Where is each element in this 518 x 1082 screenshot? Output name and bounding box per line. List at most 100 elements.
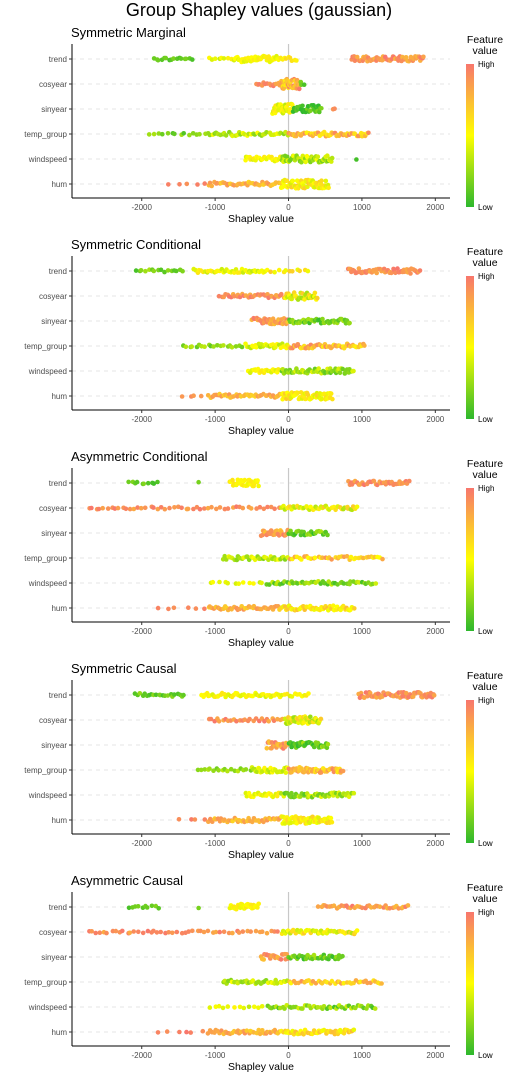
shapley-point (329, 978, 335, 984)
shapley-point (366, 130, 371, 136)
x-tick-label: 0 (286, 203, 291, 212)
y-tick-label: windspeed (28, 1003, 67, 1012)
shapley-point (155, 1030, 161, 1035)
legend-colorbar (466, 64, 474, 207)
shapley-point (325, 741, 331, 747)
shapley-point (256, 901, 262, 907)
shapley-point (295, 390, 301, 396)
shapley-point (264, 267, 270, 273)
shapley-point (380, 556, 385, 562)
shapley-point (328, 391, 334, 396)
shapley-point (354, 504, 360, 510)
shapley-point (172, 131, 177, 137)
shapley-point (217, 505, 223, 510)
x-axis-label: Shapley value (228, 425, 294, 437)
shapley-point (341, 581, 347, 586)
shapley-point (268, 504, 274, 510)
shapley-point (348, 579, 353, 584)
y-tick-label: temp_group (24, 978, 67, 987)
x-tick-label: 1000 (353, 627, 371, 636)
shapley-point (341, 1031, 347, 1036)
y-tick-label: hum (51, 392, 67, 401)
shapley-point (250, 819, 255, 825)
shapley-point (177, 1029, 182, 1035)
shapley-point (151, 268, 157, 274)
shapley-point (156, 906, 161, 911)
shapley-point (259, 1004, 265, 1009)
shapley-point (253, 928, 259, 934)
shapley-point (329, 159, 334, 164)
shapley-point (230, 930, 235, 936)
shapley-point (297, 86, 302, 92)
shapley-point (315, 904, 321, 909)
shapley-point (219, 1028, 224, 1033)
shapley-point (264, 746, 270, 751)
shapley-point (133, 268, 139, 273)
shapley-point (177, 182, 182, 187)
shapley-point (256, 483, 261, 489)
shapley-point (408, 271, 413, 276)
shapley-point (318, 716, 324, 722)
shapley-point (195, 182, 200, 187)
y-tick-label: sinyear (41, 317, 67, 326)
shapley-point (257, 1031, 263, 1037)
shapley-point (301, 82, 307, 87)
shapley-point (196, 479, 201, 485)
shapley-point (115, 505, 121, 511)
shapley-point (205, 505, 211, 511)
shapley-point (248, 506, 254, 511)
shapley-point (240, 929, 246, 934)
shapley-point (202, 606, 207, 612)
shapley-point (135, 505, 140, 510)
shapley-point (225, 768, 230, 774)
shapley-point (344, 554, 350, 559)
shapley-point (217, 579, 222, 585)
x-tick-label: 2000 (426, 415, 444, 424)
shapley-point (256, 766, 262, 771)
shapley-point (351, 368, 356, 374)
legend-high-label: High (478, 60, 494, 69)
shapley-point (171, 605, 177, 611)
shapley-point (104, 930, 109, 936)
shapley-point (374, 270, 380, 276)
shapley-point (337, 370, 343, 376)
shapley-point (250, 693, 255, 699)
shapley-point (192, 817, 198, 822)
shapley-point (410, 694, 416, 699)
x-tick-label: 2000 (426, 203, 444, 212)
shapley-point (377, 904, 383, 909)
shapley-point (120, 928, 125, 934)
shapley-point (261, 957, 267, 962)
shapley-point (176, 817, 182, 822)
shapley-point (317, 109, 322, 115)
x-tick-label: -2000 (131, 203, 152, 212)
x-tick-label: -1000 (205, 415, 226, 424)
y-tick-label: hum (51, 1028, 67, 1037)
shapley-point (319, 396, 325, 402)
shapley-point (351, 790, 357, 796)
shapley-point (340, 366, 346, 372)
shapley-point (250, 978, 256, 983)
shapley-point (305, 392, 311, 398)
x-tick-label: 2000 (426, 839, 444, 848)
shapley-point (198, 928, 203, 934)
shapley-point (259, 580, 264, 586)
panel-title: Symmetric Causal (71, 661, 177, 676)
shapley-point (131, 506, 137, 512)
shapley-point (284, 178, 290, 184)
y-tick-label: sinyear (41, 105, 67, 114)
shapley-point (186, 605, 191, 610)
shapley-point (270, 794, 276, 800)
shapley-point (267, 582, 272, 587)
legend-high-label: High (478, 696, 494, 705)
x-tick-label: 2000 (426, 627, 444, 636)
shapley-point (200, 1028, 206, 1034)
figure-title: Group Shapley values (gaussian) (125, 0, 393, 20)
shapley-point (100, 505, 105, 511)
shapley-point (181, 692, 186, 698)
shapley-point (146, 132, 152, 137)
shapley-point (202, 767, 208, 772)
shapley-point (158, 267, 164, 273)
shapley-point (264, 930, 270, 936)
shapley-point (123, 506, 129, 512)
